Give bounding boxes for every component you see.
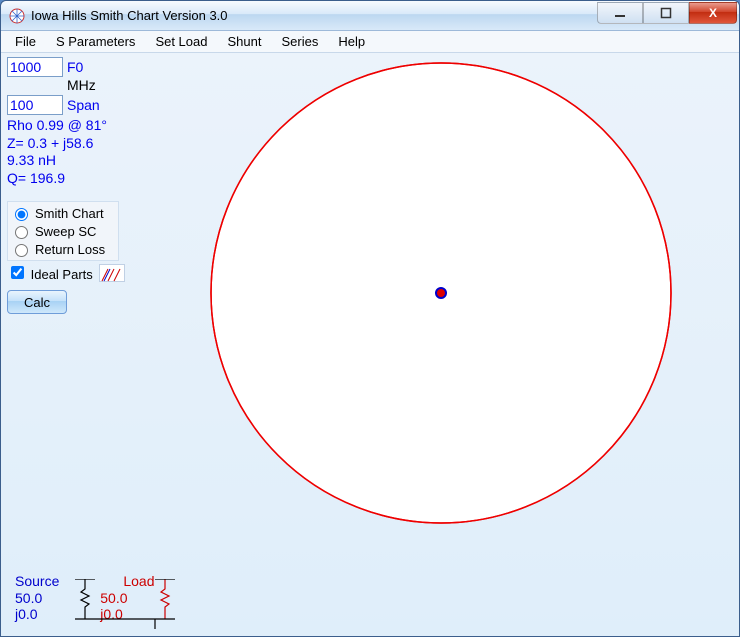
f0-unit: MHz — [67, 77, 96, 93]
smith-chart-svg — [171, 53, 731, 553]
ideal-parts-checkbox[interactable]: Ideal Parts — [7, 263, 93, 282]
metric-q: Q= 196.9 — [7, 170, 165, 188]
menu-series[interactable]: Series — [281, 34, 318, 49]
menubar: File S Parameters Set Load Shunt Series … — [1, 31, 739, 53]
radio-sweep-sc[interactable]: Sweep SC — [10, 222, 116, 240]
source-x: j0.0 — [15, 607, 42, 622]
metric-z: Z= 0.3 + j58.6 — [7, 135, 165, 153]
smith-chart-area[interactable] — [171, 53, 739, 636]
f0-input[interactable] — [7, 57, 63, 77]
metric-ind: 9.33 nH — [7, 152, 165, 170]
calc-button[interactable]: Calc — [7, 290, 67, 314]
span-input[interactable] — [7, 95, 63, 115]
application-window: Iowa Hills Smith Chart Version 3.0 X Fil… — [0, 0, 740, 637]
menu-shunt[interactable]: Shunt — [227, 34, 261, 49]
menu-set-load[interactable]: Set Load — [155, 34, 207, 49]
titlebar[interactable]: Iowa Hills Smith Chart Version 3.0 X — [1, 1, 739, 31]
maximize-button[interactable] — [643, 2, 689, 24]
menu-file[interactable]: File — [15, 34, 36, 49]
radio-smith-chart[interactable]: Smith Chart — [10, 204, 116, 222]
schematic-block: Source Load 50.0 j0.0 50.0 j0.0 — [15, 573, 155, 622]
radio-return-loss[interactable]: Return Loss — [10, 240, 116, 258]
source-label: Source — [15, 573, 59, 589]
left-panel: F0 MHz Span Rho 0.99 @ 81° Z= 0.3 + j58.… — [1, 53, 171, 636]
metric-rho: Rho 0.99 @ 81° — [7, 117, 165, 135]
view-radio-group: Smith Chart Sweep SC Return Loss — [7, 201, 119, 261]
close-button[interactable]: X — [689, 2, 737, 24]
line-style-swatch — [99, 264, 125, 282]
span-label: Span — [67, 97, 100, 113]
content-area: F0 MHz Span Rho 0.99 @ 81° Z= 0.3 + j58.… — [1, 53, 739, 636]
menu-help[interactable]: Help — [338, 34, 365, 49]
menu-s-parameters[interactable]: S Parameters — [56, 34, 135, 49]
minimize-button[interactable] — [597, 2, 643, 24]
window-controls: X — [597, 2, 737, 24]
app-icon — [9, 8, 25, 24]
schematic-icon — [65, 579, 265, 629]
f0-label: F0 — [67, 59, 83, 75]
metrics-block: Rho 0.99 @ 81° Z= 0.3 + j58.6 9.33 nH Q=… — [7, 117, 165, 187]
window-title: Iowa Hills Smith Chart Version 3.0 — [31, 8, 228, 23]
source-r: 50.0 — [15, 591, 42, 606]
